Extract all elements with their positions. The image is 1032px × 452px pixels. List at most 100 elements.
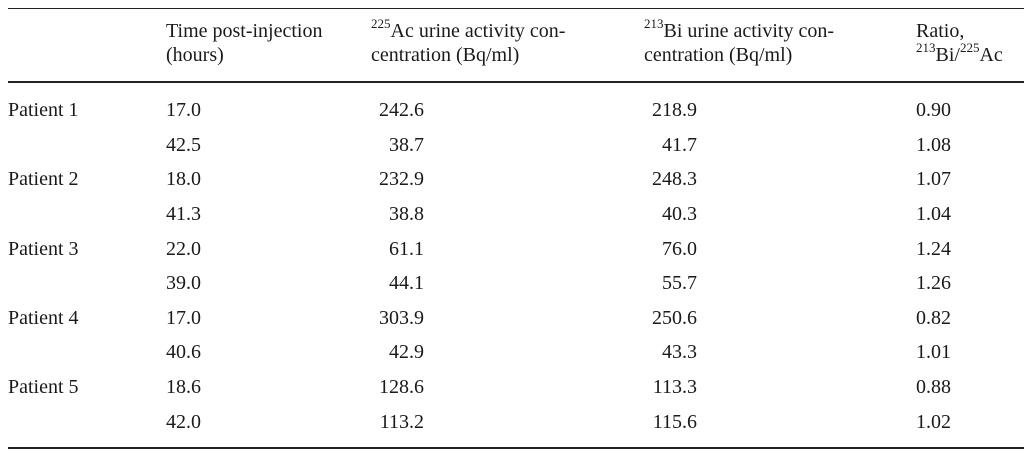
header-bi-concentration: 213Bi urine activity con- centration (Bq…	[644, 9, 916, 83]
cell-time: 40.6	[166, 341, 201, 364]
cell-time: 42.0	[166, 410, 201, 433]
header-ratio-line1: Ratio,	[916, 20, 965, 42]
cell-ratio: 1.26	[916, 272, 951, 295]
header-ac-concentration: 225Ac urine activity con- centration (Bq…	[371, 9, 644, 83]
header-ratio-bi: Bi/	[935, 44, 960, 66]
header-bi-line1: Bi urine activity con-	[663, 20, 835, 42]
cell-ratio: 0.90	[916, 99, 951, 122]
header-bi-line2: centration (Bq/ml)	[644, 44, 793, 66]
cell-ratio: 1.02	[916, 410, 951, 433]
cell-bi: 41.7	[644, 128, 916, 163]
cell-bi-value: 55.7	[662, 272, 697, 295]
table-row: Patient 3 22.0 61.1 76.0 1.24	[8, 231, 1024, 266]
header-patient	[8, 9, 166, 83]
cell-patient: Patient 2	[8, 168, 79, 191]
table-row: Patient 5 18.6 128.6 113.3 0.88	[8, 370, 1024, 405]
cell-bi: 40.3	[644, 197, 916, 232]
table-row: Patient 2 18.0 232.9 248.3 1.07	[8, 162, 1024, 197]
cell-bi-value: 113.3	[652, 376, 697, 399]
cell-time: 41.3	[166, 203, 201, 226]
cell-ac: 38.7	[371, 128, 644, 163]
cell-ac: 61.1	[371, 231, 644, 266]
cell-ratio: 1.01	[916, 341, 951, 364]
cell-bi-value: 40.3	[662, 203, 697, 226]
cell-ratio: 1.24	[916, 237, 951, 260]
cell-ac: 113.2	[371, 404, 644, 448]
cell-bi-value: 115.6	[652, 410, 697, 433]
table-row: 41.3 38.8 40.3 1.04	[8, 197, 1024, 232]
table-row: Patient 1 17.0 242.6 218.9 0.90	[8, 82, 1024, 128]
header-ratio-bi-superscript: 213	[916, 40, 936, 56]
cell-patient	[8, 335, 166, 370]
cell-patient: Patient 5	[8, 376, 79, 399]
cell-ac: 128.6	[371, 370, 644, 405]
cell-ac: 42.9	[371, 335, 644, 370]
table-row: Patient 4 17.0 303.9 250.6 0.82	[8, 301, 1024, 336]
cell-ac: 44.1	[371, 266, 644, 301]
cell-ratio: 1.08	[916, 133, 951, 156]
cell-bi: 113.3	[644, 370, 916, 405]
cell-patient	[8, 266, 166, 301]
cell-ac-value: 44.1	[389, 272, 424, 295]
cell-bi: 43.3	[644, 335, 916, 370]
cell-time: 18.0	[166, 168, 201, 191]
cell-bi: 55.7	[644, 266, 916, 301]
cell-time: 39.0	[166, 272, 201, 295]
cell-bi-value: 43.3	[662, 341, 697, 364]
cell-time: 17.0	[166, 99, 201, 122]
cell-ac: 303.9	[371, 301, 644, 336]
cell-bi: 218.9	[644, 82, 916, 128]
cell-patient: Patient 4	[8, 306, 79, 329]
cell-bi-value: 218.9	[652, 99, 697, 122]
cell-bi-value: 248.3	[652, 168, 697, 191]
header-ratio: Ratio, 213Bi/225Ac	[916, 9, 1024, 83]
cell-bi-value: 41.7	[662, 133, 697, 156]
cell-ac-value: 303.9	[379, 306, 424, 329]
cell-ratio: 1.04	[916, 203, 951, 226]
cell-ratio: 0.88	[916, 376, 951, 399]
cell-bi-value: 76.0	[662, 237, 697, 260]
table-row: 40.6 42.9 43.3 1.01	[8, 335, 1024, 370]
cell-time: 22.0	[166, 237, 201, 260]
cell-ac: 242.6	[371, 82, 644, 128]
table-row: 42.0 113.2 115.6 1.02	[8, 404, 1024, 448]
cell-ac-value: 38.7	[389, 133, 424, 156]
cell-ac: 38.8	[371, 197, 644, 232]
header-ac-line2: centration (Bq/ml)	[371, 44, 520, 66]
cell-ac-value: 128.6	[379, 376, 424, 399]
cell-patient	[8, 404, 166, 448]
cell-ratio: 0.82	[916, 306, 951, 329]
cell-bi: 76.0	[644, 231, 916, 266]
urine-activity-table: Time post-injection (hours) 225Ac urine …	[8, 8, 1024, 449]
table-body: Patient 1 17.0 242.6 218.9 0.90 42.5 38.…	[8, 82, 1024, 448]
cell-ac-value: 42.9	[389, 341, 424, 364]
cell-patient	[8, 128, 166, 163]
cell-bi-value: 250.6	[652, 306, 697, 329]
cell-time: 42.5	[166, 133, 201, 156]
cell-bi: 250.6	[644, 301, 916, 336]
cell-bi: 248.3	[644, 162, 916, 197]
cell-ac: 232.9	[371, 162, 644, 197]
header-ratio-ac-superscript: 225	[959, 40, 980, 56]
header-ac-line1: Ac urine activity con-	[390, 20, 566, 42]
cell-ac-value: 38.8	[389, 203, 424, 226]
header-ratio-ac: Ac	[979, 44, 1003, 66]
header-bi-superscript: 213	[644, 16, 664, 32]
cell-patient: Patient 1	[8, 99, 79, 122]
cell-ac-value: 113.2	[379, 410, 424, 433]
cell-bi: 115.6	[644, 404, 916, 448]
header-row: Time post-injection (hours) 225Ac urine …	[8, 8, 1024, 83]
table-header: Time post-injection (hours) 225Ac urine …	[8, 8, 1024, 83]
cell-ac-value: 242.6	[379, 99, 424, 122]
cell-ac-value: 232.9	[379, 168, 424, 191]
cell-time: 18.6	[166, 376, 201, 399]
cell-ac-value: 61.1	[389, 237, 424, 260]
table-row: 39.0 44.1 55.7 1.26	[8, 266, 1024, 301]
cell-ratio: 1.07	[916, 168, 951, 191]
cell-patient	[8, 197, 166, 232]
header-time-line1: Time post-injection	[166, 20, 323, 42]
table-row: 42.5 38.7 41.7 1.08	[8, 128, 1024, 163]
header-time: Time post-injection (hours)	[166, 9, 371, 83]
table-container: Time post-injection (hours) 225Ac urine …	[8, 8, 1024, 449]
